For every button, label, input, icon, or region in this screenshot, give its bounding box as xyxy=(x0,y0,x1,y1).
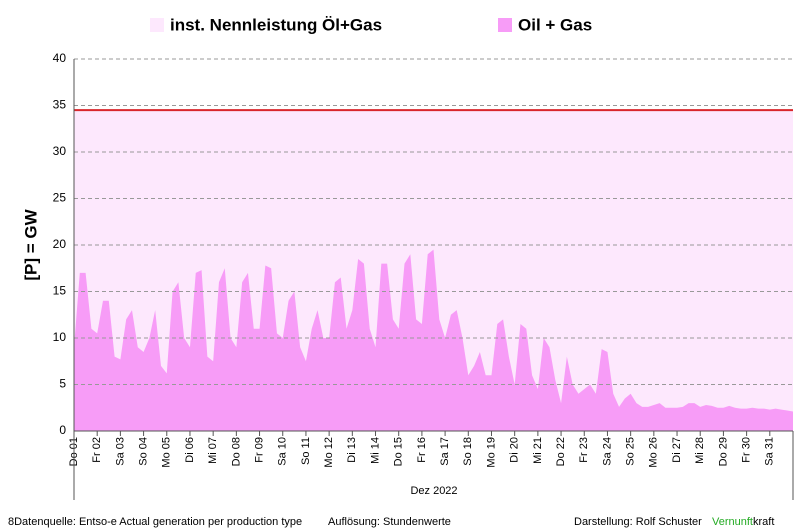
brand-a: Vernunft xyxy=(712,516,753,528)
x-tick-label: Mo 12 xyxy=(323,437,335,468)
x-tick-label: Mi 14 xyxy=(369,437,381,464)
x-tick-label: Fr 02 xyxy=(91,437,103,463)
x-tick-label: Sa 03 xyxy=(114,437,126,466)
x-tick-label: Mi 07 xyxy=(207,437,219,464)
x-tick-label: So 25 xyxy=(625,437,637,466)
x-tick-label: Sa 17 xyxy=(439,437,451,466)
y-tick-label: 35 xyxy=(53,98,67,112)
brand-b: kraft xyxy=(753,516,774,528)
y-axis-label: [P] = GW xyxy=(21,208,40,280)
x-tick-label: Fr 30 xyxy=(741,437,753,463)
y-tick-label: 30 xyxy=(53,144,67,158)
legend-swatch xyxy=(498,18,512,32)
x-tick-label: Di 27 xyxy=(671,437,683,463)
x-tick-label: So 11 xyxy=(300,437,312,465)
footer-author: Darstellung: Rolf Schuster xyxy=(574,516,702,528)
x-tick-label: Di 20 xyxy=(509,437,521,463)
x-tick-label: Mo 19 xyxy=(485,437,497,468)
area xyxy=(74,249,793,431)
x-tick-label: Do 22 xyxy=(555,437,567,466)
x-axis-label: Dez 2022 xyxy=(410,485,457,497)
y-tick-label: 5 xyxy=(59,377,66,391)
x-tick-label: Di 13 xyxy=(346,437,358,463)
x-tick-label: So 04 xyxy=(137,437,149,466)
x-tick-label: Mi 28 xyxy=(694,437,706,464)
x-tick-label: Di 06 xyxy=(184,437,196,463)
footer-resolution: Auflösung: Stundenwerte xyxy=(328,516,451,528)
y-tick-label: 0 xyxy=(59,423,66,437)
x-tick-label: Fr 16 xyxy=(416,437,428,463)
x-tick-label: Do 29 xyxy=(717,437,729,466)
x-tick-label: Sa 24 xyxy=(601,437,613,466)
x-tick-label: Do 08 xyxy=(230,437,242,466)
x-tick-label: Do 15 xyxy=(393,437,405,466)
footer-brand: Vernunftkraft xyxy=(712,516,774,528)
x-tick-label: Mi 21 xyxy=(532,437,544,464)
legend-label: Oil + Gas xyxy=(518,15,592,34)
y-tick-label: 15 xyxy=(53,284,67,298)
x-tick-label: Sa 31 xyxy=(764,437,776,466)
y-tick-label: 10 xyxy=(53,330,67,344)
footer-source: 8Datenquelle: Entso-e Actual generation … xyxy=(8,516,302,528)
x-tick-label: So 18 xyxy=(462,437,474,466)
x-tick-label: Fr 09 xyxy=(253,437,265,463)
x-tick-label: Mo 26 xyxy=(648,437,660,468)
x-tick-label: Sa 10 xyxy=(277,437,289,466)
y-tick-label: 40 xyxy=(53,51,67,65)
y-tick-label: 20 xyxy=(53,237,67,251)
y-tick-label: 25 xyxy=(53,191,67,205)
x-tick-label: Mo 05 xyxy=(161,437,173,468)
legend-label: inst. Nennleistung Öl+Gas xyxy=(170,15,382,34)
x-tick-label: Fr 23 xyxy=(578,437,590,463)
legend-swatch xyxy=(150,18,164,32)
